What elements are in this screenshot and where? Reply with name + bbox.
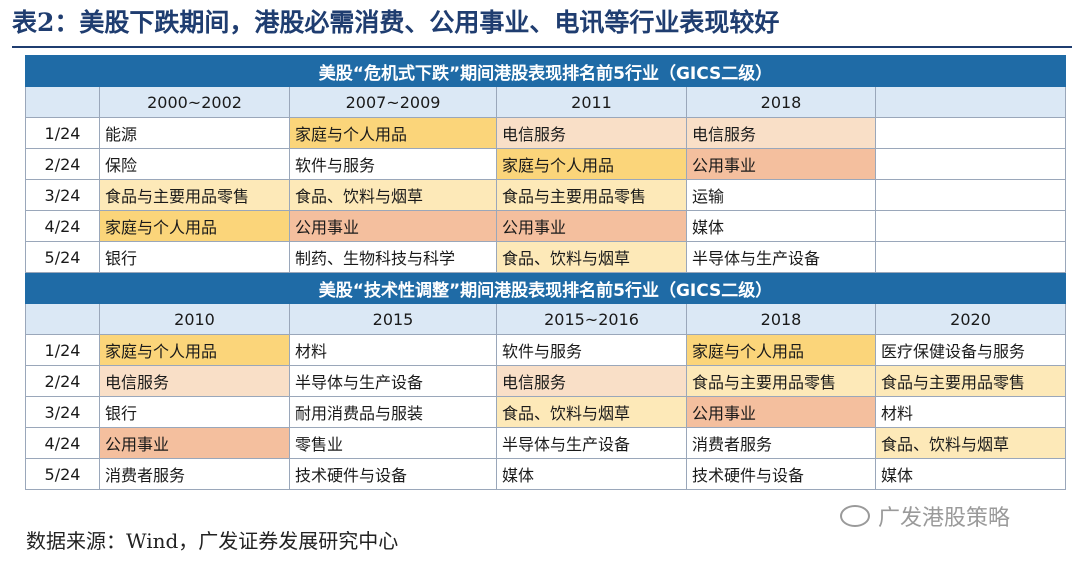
section-title: 美股“危机式下跌”期间港股表现排名前5行业（GICS二级） bbox=[24, 55, 1067, 87]
industry-cell: 公用事业 bbox=[686, 396, 876, 428]
industry-cell: 能源 bbox=[99, 117, 290, 149]
industry-cell: 媒体 bbox=[874, 458, 1067, 490]
table-row: 5/24 消费者服务 技术硬件与设备 媒体 技术硬件与设备 媒体 bbox=[25, 458, 1067, 490]
industry-cell: 运输 bbox=[686, 179, 876, 211]
industry-cell: 银行 bbox=[99, 396, 290, 428]
industry-cell: 零售业 bbox=[289, 427, 497, 459]
industry-cell: 技术硬件与设备 bbox=[289, 458, 497, 490]
industry-cell: 医疗保健设备与服务 bbox=[874, 334, 1067, 366]
watermark-text: 广发港股策略 bbox=[878, 506, 1011, 531]
table-row: 2/24 保险 软件与服务 家庭与个人用品 公用事业 bbox=[25, 148, 1067, 180]
year-cell: 2018 bbox=[686, 86, 876, 118]
industry-cell bbox=[874, 179, 1067, 211]
rank-cell: 5/24 bbox=[25, 458, 100, 490]
industry-cell: 公用事业 bbox=[99, 427, 290, 459]
industry-cell: 媒体 bbox=[496, 458, 687, 490]
industry-cell: 电信服务 bbox=[496, 365, 687, 397]
table-row: 4/24 公用事业 零售业 半导体与生产设备 消费者服务 食品、饮料与烟草 bbox=[25, 427, 1067, 459]
year-header-row: 2000~2002 2007~2009 2011 2018 bbox=[25, 86, 1067, 118]
industry-cell: 家庭与个人用品 bbox=[496, 148, 687, 180]
rank-header-cell bbox=[25, 86, 100, 118]
industry-cell: 食品与主要用品零售 bbox=[496, 179, 687, 211]
rank-cell: 4/24 bbox=[25, 210, 100, 242]
industry-cell bbox=[874, 148, 1067, 180]
table-row: 3/24 食品与主要用品零售 食品、饮料与烟草 食品与主要用品零售 运输 bbox=[25, 179, 1067, 211]
year-header-row: 2010 2015 2015~2016 2018 2020 bbox=[25, 303, 1067, 335]
industry-cell: 公用事业 bbox=[496, 210, 687, 242]
industry-cell bbox=[874, 210, 1067, 242]
rank-cell: 1/24 bbox=[25, 334, 100, 366]
rank-cell: 2/24 bbox=[25, 365, 100, 397]
industry-cell: 食品与主要用品零售 bbox=[686, 365, 876, 397]
industry-cell: 材料 bbox=[874, 396, 1067, 428]
industry-cell: 家庭与个人用品 bbox=[99, 334, 290, 366]
industry-cell: 电信服务 bbox=[686, 117, 876, 149]
section-header-row: 美股“技术性调整”期间港股表现排名前5行业（GICS二级） bbox=[24, 272, 1067, 304]
year-cell: 2011 bbox=[496, 86, 687, 118]
rank-cell: 5/24 bbox=[25, 241, 100, 273]
section-title: 美股“技术性调整”期间港股表现排名前5行业（GICS二级） bbox=[24, 272, 1067, 304]
industry-cell: 媒体 bbox=[686, 210, 876, 242]
year-cell: 2015 bbox=[289, 303, 497, 335]
table-row: 1/24 能源 家庭与个人用品 电信服务 电信服务 bbox=[25, 117, 1067, 149]
source-note: 数据来源：Wind，广发证券发展研究中心 bbox=[26, 529, 399, 553]
industry-cell: 家庭与个人用品 bbox=[686, 334, 876, 366]
industry-cell: 半导体与生产设备 bbox=[496, 427, 687, 459]
page-title: 表2：美股下跌期间，港股必需消费、公用事业、电讯等行业表现较好 bbox=[12, 8, 780, 37]
industry-cell: 食品、饮料与烟草 bbox=[496, 396, 687, 428]
industry-cell: 技术硬件与设备 bbox=[686, 458, 876, 490]
industry-cell: 银行 bbox=[99, 241, 290, 273]
industry-cell: 半导体与生产设备 bbox=[289, 365, 497, 397]
industry-cell: 消费者服务 bbox=[686, 427, 876, 459]
industry-cell: 半导体与生产设备 bbox=[686, 241, 876, 273]
rank-header-cell bbox=[25, 303, 100, 335]
industry-cell: 消费者服务 bbox=[99, 458, 290, 490]
table-row: 3/24 银行 耐用消费品与服装 食品、饮料与烟草 公用事业 材料 bbox=[25, 396, 1067, 428]
year-cell: 2018 bbox=[686, 303, 876, 335]
rank-cell: 2/24 bbox=[25, 148, 100, 180]
table-row: 1/24 家庭与个人用品 材料 软件与服务 家庭与个人用品 医疗保健设备与服务 bbox=[25, 334, 1067, 366]
title-divider bbox=[12, 46, 1072, 48]
year-cell bbox=[874, 86, 1067, 118]
industry-cell: 制药、生物科技与科学 bbox=[289, 241, 497, 273]
table-row: 2/24 电信服务 半导体与生产设备 电信服务 食品与主要用品零售 食品与主要用品零售 bbox=[25, 365, 1067, 397]
section-header-row: 美股“危机式下跌”期间港股表现排名前5行业（GICS二级） bbox=[24, 55, 1067, 87]
wechat-icon bbox=[840, 505, 870, 527]
ranking-table: 美股“危机式下跌”期间港股表现排名前5行业（GICS二级） 2000~2002 20… bbox=[24, 55, 1067, 490]
industry-cell: 食品、饮料与烟草 bbox=[289, 179, 497, 211]
rank-cell: 3/24 bbox=[25, 396, 100, 428]
industry-cell: 公用事业 bbox=[686, 148, 876, 180]
year-cell: 2007~2009 bbox=[289, 86, 497, 118]
industry-cell: 电信服务 bbox=[496, 117, 687, 149]
industry-cell: 耐用消费品与服装 bbox=[289, 396, 497, 428]
industry-cell: 食品与主要用品零售 bbox=[874, 365, 1067, 397]
rank-cell: 1/24 bbox=[25, 117, 100, 149]
industry-cell: 软件与服务 bbox=[289, 148, 497, 180]
industry-cell: 食品、饮料与烟草 bbox=[496, 241, 687, 273]
industry-cell bbox=[874, 117, 1067, 149]
industry-cell: 公用事业 bbox=[289, 210, 497, 242]
industry-cell: 食品、饮料与烟草 bbox=[874, 427, 1067, 459]
watermark: 广发港股策略 bbox=[840, 500, 1010, 532]
rank-cell: 4/24 bbox=[25, 427, 100, 459]
rank-cell: 3/24 bbox=[25, 179, 100, 211]
industry-cell: 家庭与个人用品 bbox=[99, 210, 290, 242]
table-row: 5/24 银行 制药、生物科技与科学 食品、饮料与烟草 半导体与生产设备 bbox=[25, 241, 1067, 273]
industry-cell bbox=[874, 241, 1067, 273]
year-cell: 2015~2016 bbox=[496, 303, 687, 335]
year-cell: 2000~2002 bbox=[99, 86, 290, 118]
year-cell: 2020 bbox=[874, 303, 1067, 335]
industry-cell: 保险 bbox=[99, 148, 290, 180]
industry-cell: 材料 bbox=[289, 334, 497, 366]
industry-cell: 电信服务 bbox=[99, 365, 290, 397]
industry-cell: 软件与服务 bbox=[496, 334, 687, 366]
table-row: 4/24 家庭与个人用品 公用事业 公用事业 媒体 bbox=[25, 210, 1067, 242]
industry-cell: 食品与主要用品零售 bbox=[99, 179, 290, 211]
year-cell: 2010 bbox=[99, 303, 290, 335]
industry-cell: 家庭与个人用品 bbox=[289, 117, 497, 149]
